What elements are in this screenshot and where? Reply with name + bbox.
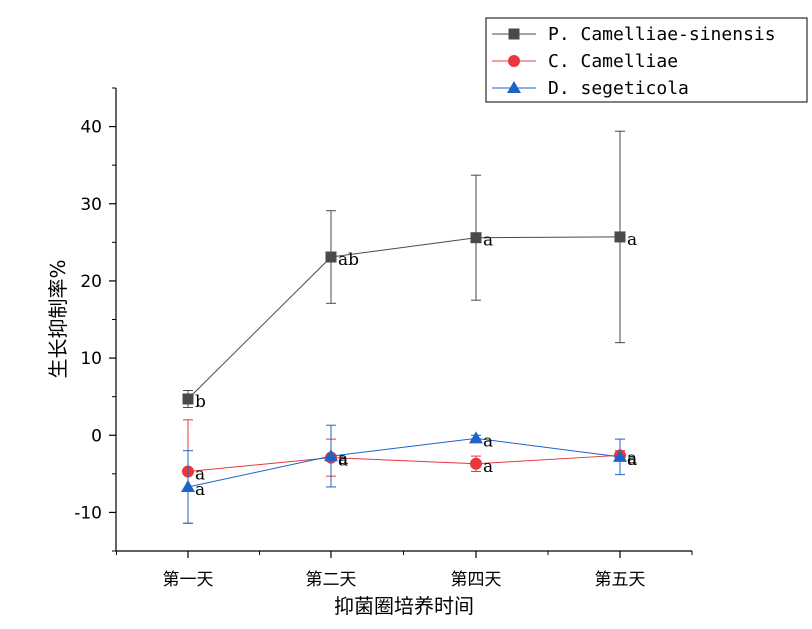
significance-label: ab [338, 250, 359, 270]
significance-label: a [483, 457, 493, 477]
legend-box [485, 17, 808, 103]
y-tick-label: 0 [91, 426, 102, 446]
data-point [470, 457, 482, 470]
significance-label: a [627, 230, 637, 250]
data-point [614, 231, 626, 243]
series-line [187, 437, 621, 488]
x-tick-label: 第一天 [163, 570, 214, 590]
data-point [469, 431, 483, 444]
series-1: b ab a a [182, 130, 637, 412]
significance-label: b [195, 392, 206, 412]
legend-marker [508, 55, 520, 67]
y-ticks: -10 0 10 20 30 40 [74, 87, 116, 552]
data-point [325, 251, 337, 263]
x-tick-label: 第四天 [451, 570, 502, 590]
legend-label: D. segeticola [548, 78, 689, 99]
y-tick-label: 20 [80, 272, 102, 292]
data-point [324, 449, 338, 462]
series-line [187, 236, 621, 400]
data-point [181, 479, 195, 492]
significance-label: a [627, 448, 637, 468]
x-ticks: 第一天 第二天 第四天 第五天 [116, 551, 693, 590]
x-axis-title: 抑菌圈培养时间 [334, 594, 474, 618]
data-point [613, 449, 627, 462]
y-tick-label: 40 [80, 118, 102, 138]
legend: P. Camelliae-sinensis C. Camelliae D. sege… [492, 24, 776, 99]
legend-marker [507, 81, 521, 93]
significance-label: a [195, 480, 205, 500]
y-tick-label: 10 [80, 349, 102, 369]
series-2: aa a a [182, 419, 637, 524]
y-axis-title: 生长抑制率% [46, 259, 70, 378]
y-tick-label: -10 [74, 503, 102, 523]
data-point [470, 232, 482, 244]
significance-label: a [195, 465, 205, 485]
legend-label: P. Camelliae-sinensis [548, 24, 776, 45]
significance-label: a [338, 449, 348, 469]
legend-label: C. Camelliae [548, 51, 678, 72]
significance-label: a [627, 450, 637, 470]
significance-label: a [483, 431, 493, 451]
series-line [187, 454, 621, 473]
legend-marker [508, 28, 520, 40]
significance-label: a [483, 231, 493, 251]
x-tick-label: 第五天 [595, 570, 646, 590]
significance-label: a [338, 451, 348, 471]
x-tick-label: 第二天 [306, 570, 357, 590]
y-tick-label: 30 [80, 195, 102, 215]
data-point [182, 393, 194, 405]
